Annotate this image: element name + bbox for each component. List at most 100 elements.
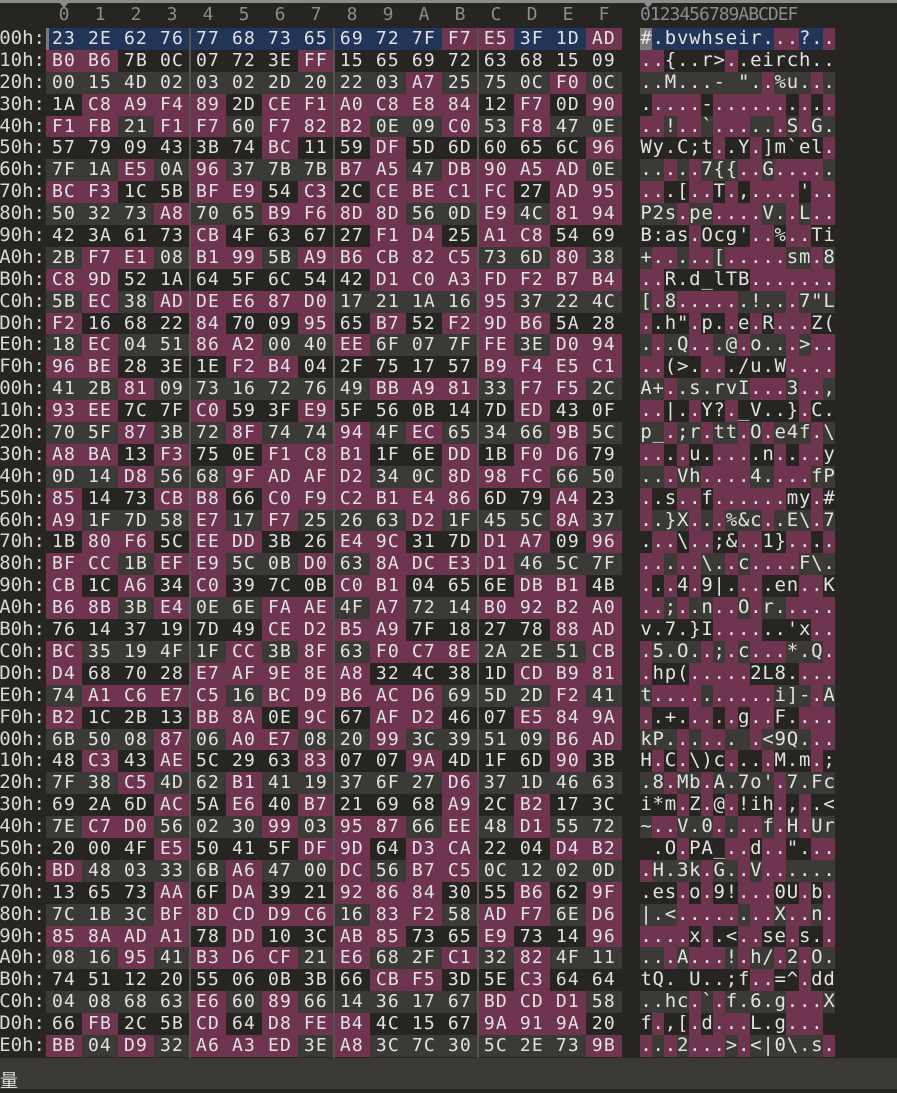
ascii-char[interactable]: . <box>701 442 714 466</box>
ascii-char[interactable]: . <box>664 421 677 444</box>
ascii-char[interactable]: . <box>701 946 714 970</box>
ascii-char[interactable]: d <box>823 968 836 992</box>
ascii-char[interactable]: . <box>640 661 653 685</box>
hex-byte-cell[interactable] <box>478 619 514 641</box>
ascii-char[interactable]: b <box>688 771 701 795</box>
hex-byte-cell[interactable] <box>226 772 262 795</box>
hex-byte-cell[interactable] <box>262 356 298 379</box>
ascii-char[interactable]: t <box>701 136 714 160</box>
ascii-char[interactable]: . <box>737 202 750 226</box>
ascii-char[interactable]: . <box>823 333 836 357</box>
ascii-char[interactable]: ; <box>713 639 726 663</box>
ascii-char[interactable]: k <box>640 727 653 751</box>
hex-byte-cell[interactable] <box>406 662 442 685</box>
ascii-char[interactable]: . <box>652 333 665 357</box>
hex-byte-cell[interactable] <box>334 71 370 94</box>
hex-byte-cell[interactable] <box>46 597 82 620</box>
ascii-char[interactable]: . <box>701 464 714 488</box>
ascii-char[interactable]: ~ <box>640 815 653 838</box>
ascii-char[interactable]: \ <box>798 508 811 532</box>
ascii-char[interactable]: h <box>749 946 762 970</box>
ascii-char[interactable]: p <box>701 311 714 335</box>
hex-byte-cell[interactable] <box>442 28 478 50</box>
hex-byte-cell[interactable] <box>514 750 550 773</box>
hex-byte-cell[interactable] <box>226 509 262 532</box>
hex-byte-cell[interactable] <box>118 225 154 247</box>
ascii-char[interactable]: . <box>810 92 823 116</box>
hex-byte-cell[interactable] <box>550 575 586 598</box>
hex-byte-cell[interactable] <box>586 312 622 335</box>
ascii-char[interactable]: . <box>810 727 823 751</box>
hex-byte-cell[interactable] <box>370 356 406 379</box>
hex-byte-cell[interactable] <box>334 28 370 50</box>
ascii-char[interactable]: m <box>774 136 787 160</box>
hex-byte-cell[interactable] <box>478 246 514 269</box>
hex-byte-cell[interactable] <box>190 640 226 663</box>
ascii-char[interactable]: . <box>676 683 689 707</box>
ascii-char[interactable]: . <box>676 880 689 904</box>
hex-byte-cell[interactable] <box>406 49 442 72</box>
ascii-char[interactable]: . <box>640 596 653 620</box>
hex-byte-cell[interactable] <box>406 225 442 247</box>
ascii-char[interactable]: O <box>701 224 714 247</box>
ascii-char[interactable]: . <box>688 815 701 838</box>
hex-byte-cell[interactable] <box>478 575 514 598</box>
hex-byte-cell[interactable] <box>154 334 190 357</box>
ascii-char[interactable]: Q <box>676 333 689 357</box>
ascii-char[interactable]: . <box>701 530 714 554</box>
ascii-char[interactable]: . <box>737 880 750 904</box>
ascii-char[interactable]: . <box>737 289 750 313</box>
hex-byte-cell[interactable] <box>118 246 154 269</box>
ascii-char[interactable]: / <box>762 946 775 970</box>
ascii-char[interactable]: . <box>676 48 689 72</box>
ascii-char[interactable]: L <box>749 1012 762 1035</box>
ascii-char[interactable]: . <box>713 815 726 838</box>
ascii-char[interactable]: . <box>774 618 787 641</box>
hex-byte-cell[interactable] <box>82 334 118 357</box>
hex-byte-cell[interactable] <box>154 684 190 707</box>
ascii-char[interactable]: \ <box>810 552 823 576</box>
hex-byte-cell[interactable] <box>334 378 370 401</box>
hex-byte-cell[interactable] <box>370 422 406 444</box>
hex-byte-cell[interactable] <box>406 115 442 138</box>
hex-byte-cell[interactable] <box>298 378 334 401</box>
ascii-char[interactable]: [ <box>676 180 689 204</box>
ascii-char[interactable]: . <box>652 924 665 948</box>
ascii-char[interactable]: . <box>701 377 714 401</box>
hex-byte-cell[interactable] <box>154 422 190 444</box>
ascii-char[interactable]: V <box>676 464 689 488</box>
hex-byte-cell[interactable] <box>46 290 82 313</box>
ascii-char[interactable]: ` <box>786 136 799 160</box>
hex-byte-cell[interactable] <box>118 443 154 466</box>
hex-byte-cell[interactable] <box>586 203 622 226</box>
ascii-char[interactable]: ! <box>737 793 750 817</box>
ascii-char[interactable]: , <box>823 377 836 401</box>
hex-byte-cell[interactable] <box>442 640 478 663</box>
hex-byte-cell[interactable] <box>46 881 82 904</box>
ascii-char[interactable]: m <box>798 245 811 269</box>
hex-byte-cell[interactable] <box>478 553 514 576</box>
ascii-char[interactable]: 7 <box>786 771 799 795</box>
hex-byte-cell[interactable] <box>82 422 118 444</box>
ascii-char[interactable]: { <box>664 48 677 72</box>
hex-byte-cell[interactable] <box>478 400 514 423</box>
ascii-char[interactable]: . <box>823 836 836 860</box>
ascii-char[interactable]: . <box>725 486 738 510</box>
hex-byte-cell[interactable] <box>154 794 190 817</box>
hex-byte-cell[interactable] <box>190 225 226 247</box>
ascii-char[interactable]: . <box>713 946 726 970</box>
ascii-char[interactable]: . <box>737 661 750 685</box>
hex-byte-cell[interactable] <box>334 772 370 795</box>
hex-byte-cell[interactable] <box>370 225 406 247</box>
hex-byte-cell[interactable] <box>190 115 226 138</box>
hex-byte-cell[interactable] <box>406 619 442 641</box>
ascii-char[interactable]: \ <box>823 421 836 444</box>
hex-byte-cell[interactable] <box>514 837 550 860</box>
hex-byte-cell[interactable] <box>190 750 226 773</box>
hex-byte-cell[interactable] <box>190 312 226 335</box>
hex-byte-cell[interactable] <box>46 71 82 94</box>
hex-byte-cell[interactable] <box>262 465 298 488</box>
hex-byte-cell[interactable] <box>46 619 82 641</box>
ascii-char[interactable]: ? <box>798 27 811 50</box>
ascii-char[interactable]: V <box>762 202 775 226</box>
